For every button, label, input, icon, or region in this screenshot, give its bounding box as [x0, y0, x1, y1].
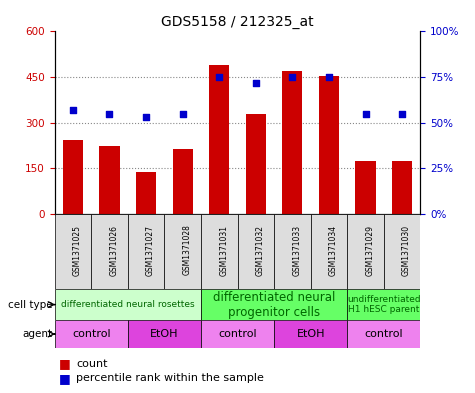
Text: differentiated neural
progenitor cells: differentiated neural progenitor cells [213, 290, 335, 319]
Bar [91, 214, 128, 289]
Text: GSM1371030: GSM1371030 [402, 224, 411, 275]
Bar [55, 214, 91, 289]
Text: GSM1371031: GSM1371031 [219, 224, 228, 275]
Text: ■: ■ [59, 357, 71, 370]
Text: GSM1371033: GSM1371033 [293, 224, 301, 275]
Text: GSM1371028: GSM1371028 [182, 224, 191, 275]
Text: GSM1371032: GSM1371032 [256, 224, 265, 275]
Bar [347, 289, 420, 320]
Bar [274, 214, 311, 289]
Text: GSM1371034: GSM1371034 [329, 224, 338, 275]
Bar [201, 320, 274, 348]
Bar [347, 320, 420, 348]
Bar [319, 75, 339, 214]
Point [142, 114, 150, 121]
Bar [172, 149, 193, 214]
Text: agent: agent [22, 329, 52, 339]
Text: GSM1371026: GSM1371026 [109, 224, 118, 275]
Point [216, 74, 223, 80]
Bar [128, 214, 164, 289]
Text: control: control [218, 329, 257, 339]
Bar [238, 214, 274, 289]
Point [362, 110, 370, 117]
Bar [311, 214, 347, 289]
Point [398, 110, 406, 117]
Text: cell type: cell type [8, 299, 52, 310]
Text: EtOH: EtOH [150, 329, 179, 339]
Text: EtOH: EtOH [296, 329, 325, 339]
Text: GSM1371027: GSM1371027 [146, 224, 155, 275]
Bar [209, 65, 229, 214]
Bar [282, 71, 303, 214]
Bar [99, 146, 120, 214]
Bar [164, 214, 201, 289]
Text: count: count [76, 358, 107, 369]
Title: GDS5158 / 212325_at: GDS5158 / 212325_at [161, 15, 314, 29]
Point [289, 74, 296, 80]
Bar [55, 320, 128, 348]
Bar [128, 320, 201, 348]
Text: differentiated neural rosettes: differentiated neural rosettes [61, 300, 195, 309]
Text: control: control [364, 329, 403, 339]
Point [325, 74, 332, 80]
Point [69, 107, 77, 113]
Text: GSM1371025: GSM1371025 [73, 224, 82, 275]
Text: GSM1371029: GSM1371029 [366, 224, 374, 275]
Bar [63, 140, 83, 214]
Bar [384, 214, 420, 289]
Bar [392, 161, 412, 214]
Bar [55, 289, 201, 320]
Text: ■: ■ [59, 371, 71, 385]
Point [179, 110, 186, 117]
Point [252, 79, 259, 86]
Bar [201, 214, 238, 289]
Text: undifferentiated
H1 hESC parent: undifferentiated H1 hESC parent [347, 295, 421, 314]
Bar [136, 171, 156, 214]
Bar [347, 214, 384, 289]
Bar [274, 320, 347, 348]
Text: percentile rank within the sample: percentile rank within the sample [76, 373, 264, 383]
Bar [355, 161, 376, 214]
Text: control: control [72, 329, 111, 339]
Bar [201, 289, 347, 320]
Point [105, 110, 113, 117]
Bar [246, 114, 266, 214]
